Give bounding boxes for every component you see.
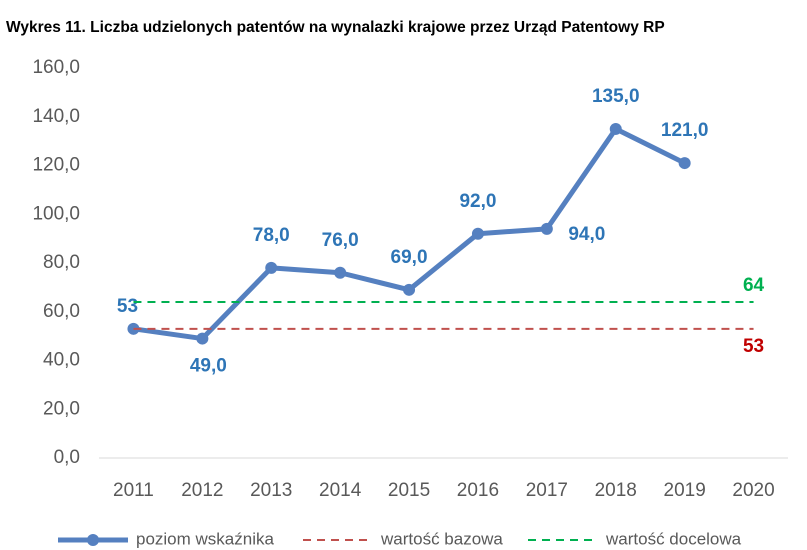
x-tick-label: 2013 (250, 480, 292, 501)
data-label: 76,0 (322, 230, 359, 251)
marker (609, 122, 622, 135)
y-tick-label: 20,0 (43, 398, 80, 419)
y-tick-label: 80,0 (43, 252, 80, 273)
x-tick-label: 2012 (181, 480, 223, 501)
y-tick-label: 40,0 (43, 350, 80, 371)
marker (471, 227, 484, 240)
x-tick-label: 2017 (526, 480, 568, 501)
x-tick-label: 2015 (388, 480, 430, 501)
marker (265, 261, 278, 274)
y-tick-label: 100,0 (32, 203, 80, 224)
chart-title: Wykres 11. Liczba udzielonych patentów n… (6, 19, 665, 36)
y-tick-label: 0,0 (54, 447, 80, 468)
y-tick-label: 160,0 (32, 57, 80, 78)
data-label: 78,0 (253, 225, 290, 246)
data-label: 94,0 (568, 224, 605, 245)
y-tick-label: 60,0 (43, 301, 80, 322)
legend-label: wartość bazowa (380, 529, 503, 548)
legend-marker (87, 534, 99, 546)
data-label: 64 (743, 275, 765, 296)
x-tick-label: 2011 (113, 480, 154, 501)
x-tick-label: 2014 (319, 480, 362, 501)
y-tick-label: 120,0 (32, 155, 80, 176)
y-tick-label: 140,0 (32, 106, 80, 127)
legend-label: wartość docelowa (605, 529, 742, 548)
marker (678, 157, 691, 170)
data-label: 92,0 (459, 191, 496, 212)
marker (540, 222, 553, 235)
marker (196, 332, 209, 345)
x-tick-label: 2016 (457, 480, 499, 501)
data-label: 49,0 (190, 356, 227, 377)
data-label: 53 (117, 296, 138, 317)
data-label: 53 (743, 336, 764, 357)
x-tick-label: 2019 (664, 480, 706, 501)
marker (403, 283, 416, 296)
data-label: 135,0 (592, 86, 640, 107)
x-tick-label: 2018 (595, 480, 637, 501)
marker (334, 266, 347, 279)
x-tick-label: 2020 (732, 480, 774, 501)
data-label: 69,0 (391, 247, 428, 268)
data-label: 121,0 (661, 120, 709, 141)
legend-label: poziom wskaźnika (136, 529, 274, 548)
